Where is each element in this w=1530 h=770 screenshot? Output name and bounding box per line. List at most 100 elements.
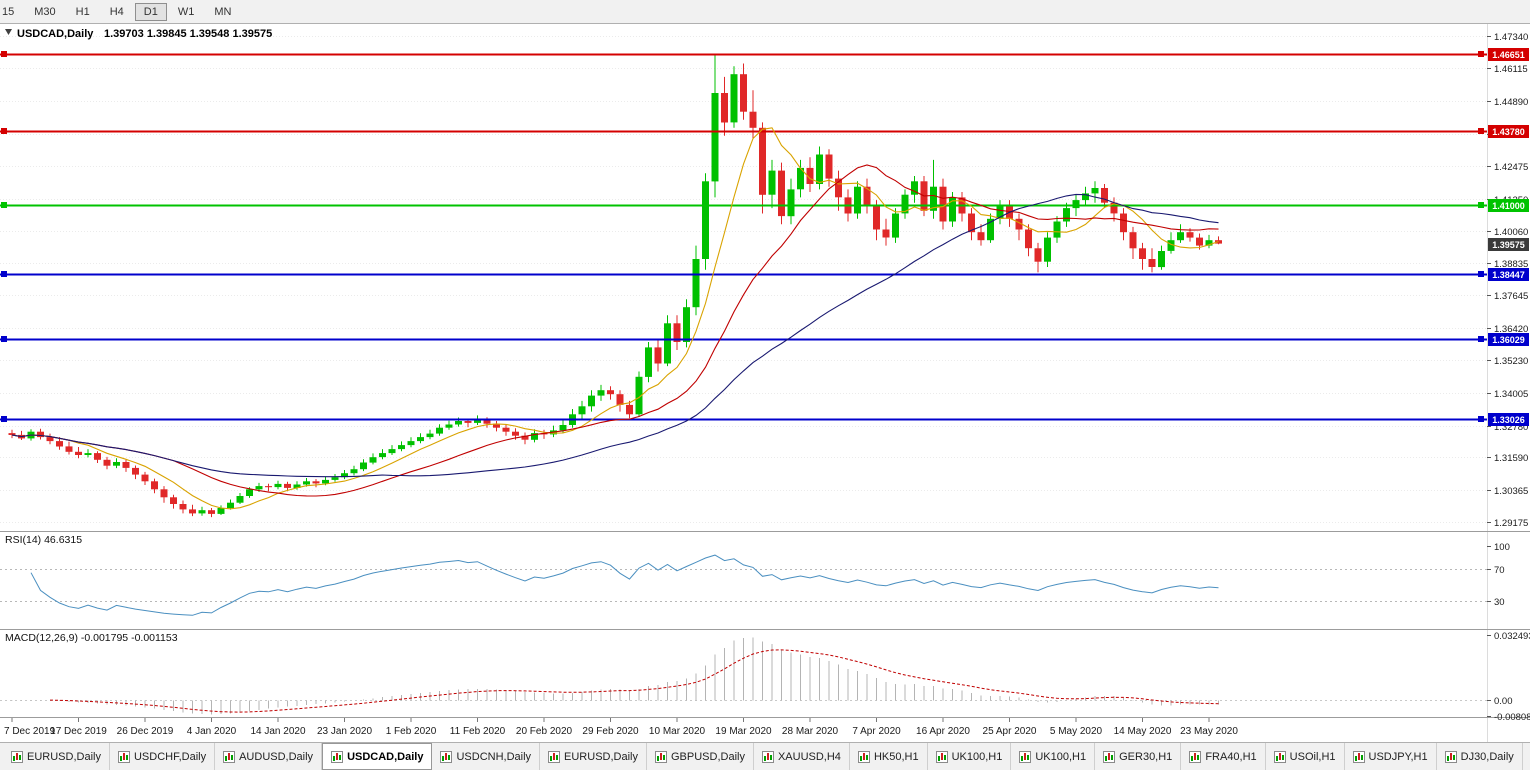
tab-label: USDJPY,H1: [1368, 750, 1428, 763]
moving-average-lines: [11, 127, 1219, 510]
time-tick-label: 20 Feb 2020: [516, 726, 573, 737]
tab-uk100-h1[interactable]: UK100,H1: [1011, 743, 1096, 770]
panel-dividers[interactable]: [0, 24, 1530, 742]
level-right-marker: [1478, 271, 1484, 277]
chart-tab-icon: [1019, 750, 1032, 763]
tab-label: GBPUSD,Daily: [671, 750, 745, 763]
timeframe-button-w1[interactable]: W1: [169, 3, 204, 21]
timeframe-button-d1[interactable]: D1: [134, 2, 167, 21]
level-price-badge: [1488, 199, 1529, 212]
time-tick-label: 26 Dec 2019: [117, 726, 174, 737]
chart-tab-icon: [655, 750, 667, 763]
time-tick-label: 5 May 2020: [1050, 726, 1103, 737]
level-right-marker: [1478, 128, 1484, 134]
svg-text:1.38447: 1.38447: [1492, 270, 1525, 280]
chart-tab-icon: [1103, 750, 1116, 763]
price-tick-label: 1.40060: [1494, 227, 1528, 238]
chart-tab-icon: [1273, 750, 1286, 763]
svg-text:1.43780: 1.43780: [1492, 127, 1525, 137]
chart-tab-icon: [440, 750, 453, 763]
level-price-badge: [1488, 48, 1529, 61]
timeframe-button-mn[interactable]: MN: [205, 3, 240, 21]
tab-uk100-h1[interactable]: UK100,H1: [928, 743, 1012, 770]
timeframe-button-h4[interactable]: H4: [101, 3, 133, 21]
symbol-dropdown-icon[interactable]: [5, 29, 12, 35]
rsi-tick-label: 100: [1494, 542, 1510, 553]
time-tick-label: 10 Mar 2020: [649, 726, 706, 737]
support-resistance-lines[interactable]: [0, 51, 1487, 422]
tab-usoil-h1[interactable]: USOil,H1: [1266, 743, 1345, 770]
timeframe-button-15[interactable]: 15: [0, 3, 23, 21]
current-price-badge: [1488, 238, 1529, 251]
level-price-badge: [1488, 413, 1529, 426]
rsi-line: [30, 554, 1219, 616]
time-tick-label: 29 Feb 2020: [582, 726, 639, 737]
level-left-marker: [1, 336, 7, 342]
svg-text:1.36029: 1.36029: [1492, 335, 1525, 345]
level-left-marker: [1, 128, 7, 134]
level-left-marker: [1, 51, 7, 57]
time-tick-label: 25 Apr 2020: [983, 726, 1037, 737]
chart-tab-icon: [1444, 750, 1457, 763]
tab-label: USOil,H1: [1289, 750, 1336, 763]
candlesticks[interactable]: [8, 54, 1223, 518]
svg-text:1.41000: 1.41000: [1492, 201, 1525, 211]
tab-label: FRA40,H1: [1205, 750, 1257, 763]
price-tick-label: 1.44890: [1494, 97, 1528, 108]
price-tick-label: 1.31590: [1494, 453, 1528, 464]
level-left-marker: [1, 416, 7, 422]
timeframe-button-h1[interactable]: H1: [67, 3, 99, 21]
chart-canvas[interactable]: 100 70 30 0.032493 0.00 -0.00808 1.47340 1.46…: [0, 24, 1530, 742]
chart-tab-icon: [11, 750, 23, 763]
macd-tick-label: 0.00: [1494, 696, 1513, 707]
rsi-tick-label: 30: [1494, 597, 1505, 608]
tab-gbpusd-daily[interactable]: GBPUSD,Daily: [647, 743, 754, 770]
time-tick-label: 16 Apr 2020: [916, 726, 970, 737]
tab-usdchf-daily[interactable]: USDCHF,Daily: [110, 743, 216, 770]
chart-tab-bar: EURUSD,Daily USDCHF,Daily AUDUSD,Daily USDC…: [0, 742, 1530, 770]
timeframe-button-m30[interactable]: M30: [25, 3, 64, 21]
chart-tab-icon: [117, 750, 130, 763]
tab-eurusd-daily[interactable]: EURUSD,Daily: [3, 743, 110, 770]
tab-usdcad-daily[interactable]: USDCAD,Daily: [322, 743, 433, 770]
tab-ger30-h1[interactable]: GER30,H1: [1095, 743, 1182, 770]
tab-label: USDCAD,Daily: [347, 750, 424, 763]
tab-usdjpy-h1[interactable]: USDJPY,H1: [1345, 743, 1437, 770]
time-tick-label: 23 Jan 2020: [317, 726, 372, 737]
time-tick-label: 4 Jan 2020: [187, 726, 237, 737]
chart-tab-icon: [761, 750, 774, 763]
chart-tab-icon: [548, 750, 561, 763]
time-tick-label: 28 Mar 2020: [782, 726, 839, 737]
tab-label: EURUSD,Daily: [564, 750, 638, 763]
chart-ohlc-values: 1.39703 1.39845 1.39548 1.39575: [104, 28, 272, 40]
tab-hk50-h1[interactable]: HK50,H1: [850, 743, 928, 770]
level-right-marker: [1478, 416, 1484, 422]
tab-label: EURUSD,Daily: [27, 750, 101, 763]
chart-tab-icon: [223, 750, 236, 763]
tab-dj30-daily[interactable]: DJ30,Daily: [1437, 743, 1523, 770]
tab-fra40-h1[interactable]: FRA40,H1: [1181, 743, 1266, 770]
price-tick-label: 1.42475: [1494, 162, 1528, 173]
level-right-marker: [1478, 202, 1484, 208]
tab-label: HK50,H1: [873, 750, 919, 763]
chart-tab-icon: [1352, 750, 1365, 763]
tab-label: USDCHF,Daily: [133, 750, 207, 763]
time-tick-label: 17 Dec 2019: [50, 726, 107, 737]
ma-mid-line: [11, 164, 1219, 497]
tab-xauusd-h4[interactable]: XAUUSD,H4: [754, 743, 850, 770]
price-tick-label: 1.47340: [1494, 32, 1528, 43]
macd-tick-label: 0.032493: [1494, 631, 1530, 642]
time-tick-label: 14 Jan 2020: [250, 726, 305, 737]
macd-tick-label: -0.00808: [1494, 712, 1530, 723]
tab-label: DJ30,Daily: [1460, 750, 1514, 763]
tab-usdcnh-daily[interactable]: USDCNH,Daily: [432, 743, 541, 770]
tab-label: UK100,H1: [951, 750, 1003, 763]
tab-label: USDCNH,Daily: [456, 750, 532, 763]
rsi-indicator-label: RSI(14) 46.6315: [5, 534, 82, 546]
price-tick-label: 1.34005: [1494, 389, 1528, 400]
tab-audusd-daily[interactable]: AUDUSD,Daily: [215, 743, 323, 770]
tab-eurusd-daily[interactable]: EURUSD,Daily: [540, 743, 647, 770]
chart-tab-icon: [331, 750, 344, 763]
time-tick-label: 23 May 2020: [1180, 726, 1238, 737]
